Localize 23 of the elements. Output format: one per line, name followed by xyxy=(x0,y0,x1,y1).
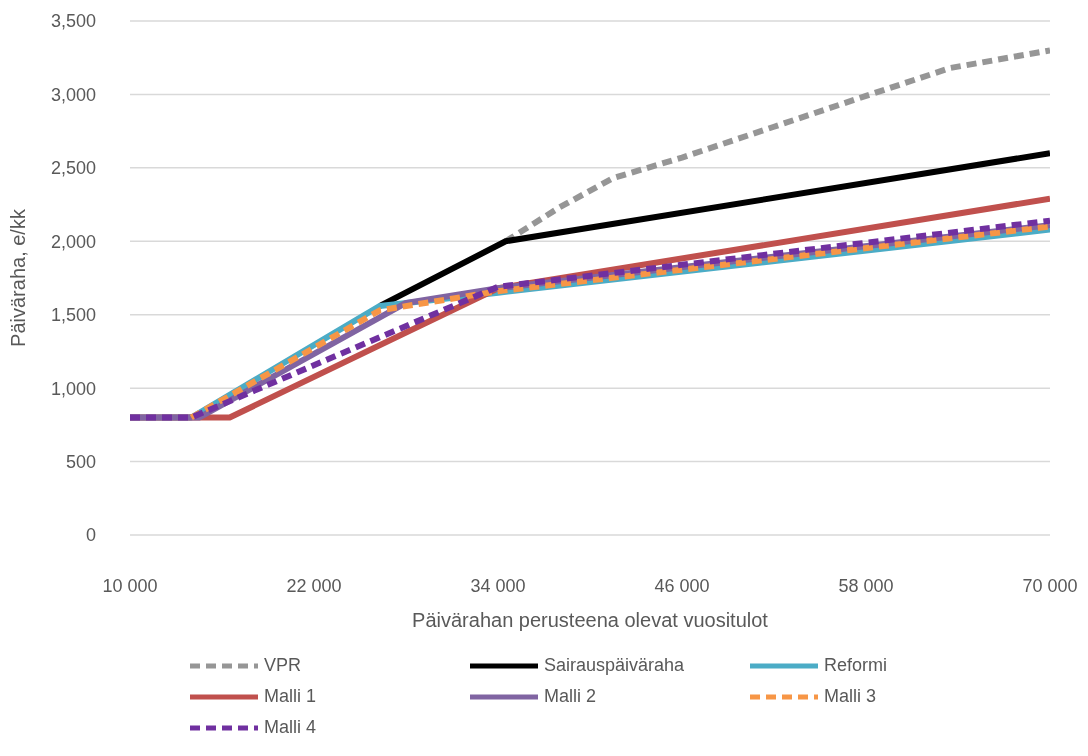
x-tick-label: 46 000 xyxy=(654,575,710,596)
legend-label: VPR xyxy=(264,655,302,676)
y-tick-label: 2,500 xyxy=(50,158,96,179)
x-tick-label: 22 000 xyxy=(286,575,342,596)
legend-label: Malli 4 xyxy=(264,717,317,738)
x-axis-title: Päivärahan perusteena olevat vuositulot xyxy=(412,609,769,631)
x-tick-label: 34 000 xyxy=(470,575,526,596)
x-tick-label: 70 000 xyxy=(1022,575,1078,596)
legend-label: Malli 3 xyxy=(824,686,877,707)
y-tick-label: 3,500 xyxy=(50,11,96,32)
x-tick-label: 58 000 xyxy=(838,575,894,596)
legend-label: Malli 1 xyxy=(264,686,317,707)
x-tick-label: 10 000 xyxy=(102,575,158,596)
legend-label: Reformi xyxy=(824,655,888,676)
legend-label: Malli 2 xyxy=(544,686,597,707)
y-tick-label: 500 xyxy=(65,451,96,472)
y-tick-label: 1,500 xyxy=(50,305,96,326)
y-tick-label: 3,000 xyxy=(50,84,96,105)
y-tick-label: 0 xyxy=(85,525,96,546)
y-axis-title: Päiväraha, e/kk xyxy=(7,208,30,347)
legend-label: Sairauspäiväraha xyxy=(544,655,685,676)
y-tick-label: 1,000 xyxy=(50,378,96,399)
y-tick-label: 2,000 xyxy=(50,231,96,252)
